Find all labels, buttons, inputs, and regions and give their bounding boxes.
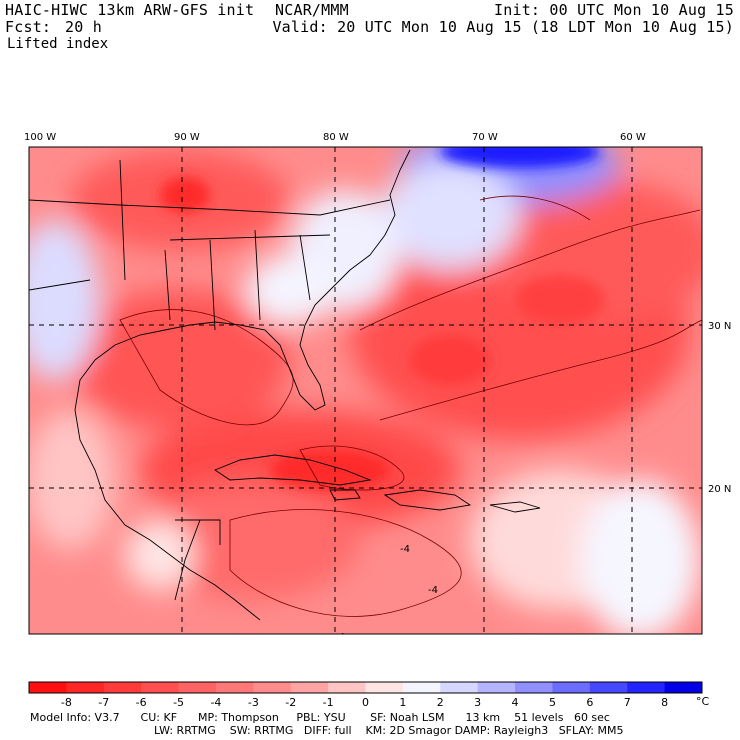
forecast-hour: 20 h bbox=[65, 18, 102, 36]
colorbar-tick-label: 8 bbox=[661, 696, 668, 709]
colorbar-tick-label: -3 bbox=[248, 696, 259, 709]
colorbar-tick-label: 2 bbox=[437, 696, 444, 709]
colorbar-tick-label: 5 bbox=[549, 696, 556, 709]
lon-label-70w: 70 W bbox=[472, 132, 498, 143]
colorbar-tick-label: 4 bbox=[512, 696, 519, 709]
map-frame bbox=[28, 146, 703, 635]
forecast-label: Fcst: bbox=[5, 18, 52, 36]
model-info-line-1: Model Info: V3.7 CU: KF MP: Thompson PBL… bbox=[30, 711, 610, 724]
colorbar-tick-label: 0 bbox=[362, 696, 369, 709]
colorbar-tick-label: -5 bbox=[173, 696, 184, 709]
lon-label-90w: 90 W bbox=[174, 132, 200, 143]
coastlines bbox=[29, 149, 541, 621]
colorbar-swatch bbox=[29, 682, 67, 693]
field-name: Lifted index bbox=[7, 36, 109, 52]
colorbar-tick-label: -1 bbox=[323, 696, 334, 709]
colorbar-swatch bbox=[141, 682, 180, 693]
colorbar-swatch bbox=[627, 682, 666, 693]
colorbar-swatch bbox=[515, 682, 553, 693]
valid-time: Valid: 20 UTC Mon 10 Aug 15 (18 LDT Mon … bbox=[272, 18, 734, 36]
model-title: HAIC-HIWC 13km ARW-GFS init bbox=[5, 1, 255, 19]
colorbar-swatch bbox=[178, 682, 217, 693]
colorbar-swatch bbox=[328, 682, 366, 693]
model-info-line-2: LW: RRTMG SW: RRTMG DIFF: full KM: 2D Sm… bbox=[154, 724, 624, 737]
lat-label-30n: 30 N bbox=[708, 321, 731, 332]
colorbar-swatch bbox=[440, 682, 479, 693]
colorbar-swatch bbox=[253, 682, 292, 693]
lon-label-80w: 80 W bbox=[323, 132, 349, 143]
colorbar-swatch bbox=[477, 682, 516, 693]
contour-lines bbox=[119, 195, 702, 617]
colorbar-swatch bbox=[402, 682, 441, 693]
colorbar: -8 -7 -6 -5 -4 -3 -2 -1 0 1 2 3 4 5 6 7 8 bbox=[28, 681, 703, 709]
colorbar-tick-label: -8 bbox=[61, 696, 72, 709]
lifted-index-field: -4 -4 -4 bbox=[29, 147, 702, 643]
colorbar-tick-label: 7 bbox=[624, 696, 631, 709]
colorbar-tick-label: 3 bbox=[474, 696, 481, 709]
colorbar-swatch bbox=[290, 682, 329, 693]
colorbar-swatch bbox=[664, 682, 703, 693]
colorbar-tick-label: 1 bbox=[399, 696, 406, 709]
colorbar-unit: °C bbox=[696, 695, 710, 708]
colorbar-tick-label: -7 bbox=[98, 696, 109, 709]
lon-label-60w: 60 W bbox=[620, 132, 646, 143]
contour-label: -4 bbox=[428, 585, 438, 596]
colorbar-swatch bbox=[103, 682, 142, 693]
colorbar-swatch bbox=[589, 682, 628, 693]
colorbar-swatch bbox=[552, 682, 591, 693]
colorbar-swatch bbox=[66, 682, 105, 693]
center-name: NCAR/MMM bbox=[275, 1, 349, 19]
colorbar-tick-label: -6 bbox=[136, 696, 147, 709]
contour-label: -4 bbox=[400, 544, 410, 555]
colorbar-swatch bbox=[365, 682, 404, 693]
colorbar-frame bbox=[28, 681, 703, 694]
lon-label-100w: 100 W bbox=[24, 132, 56, 143]
colorbar-tick-label: 6 bbox=[586, 696, 593, 709]
init-time: Init: 00 UTC Mon 10 Aug 15 bbox=[494, 1, 734, 19]
contour-label: -4 bbox=[335, 632, 345, 643]
colorbar-swatch bbox=[215, 682, 254, 693]
colorbar-tick-label: -2 bbox=[285, 696, 296, 709]
lat-lon-grid bbox=[29, 147, 702, 634]
lat-label-20n: 20 N bbox=[708, 484, 731, 495]
colorbar-tick-label: -4 bbox=[210, 696, 221, 709]
